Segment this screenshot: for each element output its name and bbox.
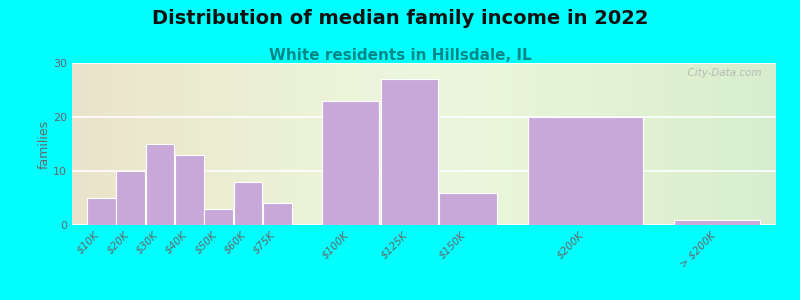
Bar	[116, 171, 145, 225]
Y-axis label: families: families	[38, 119, 50, 169]
Bar	[263, 203, 292, 225]
Bar	[204, 209, 233, 225]
Bar	[322, 101, 379, 225]
Bar	[175, 155, 204, 225]
Text: Distribution of median family income in 2022: Distribution of median family income in …	[152, 9, 648, 28]
Bar	[674, 220, 761, 225]
Bar	[234, 182, 262, 225]
Bar	[439, 193, 497, 225]
Bar	[87, 198, 116, 225]
Text: City-Data.com: City-Data.com	[682, 68, 762, 78]
Bar	[381, 79, 438, 225]
Text: White residents in Hillsdale, IL: White residents in Hillsdale, IL	[269, 48, 531, 63]
Bar	[146, 144, 174, 225]
Bar	[528, 117, 643, 225]
